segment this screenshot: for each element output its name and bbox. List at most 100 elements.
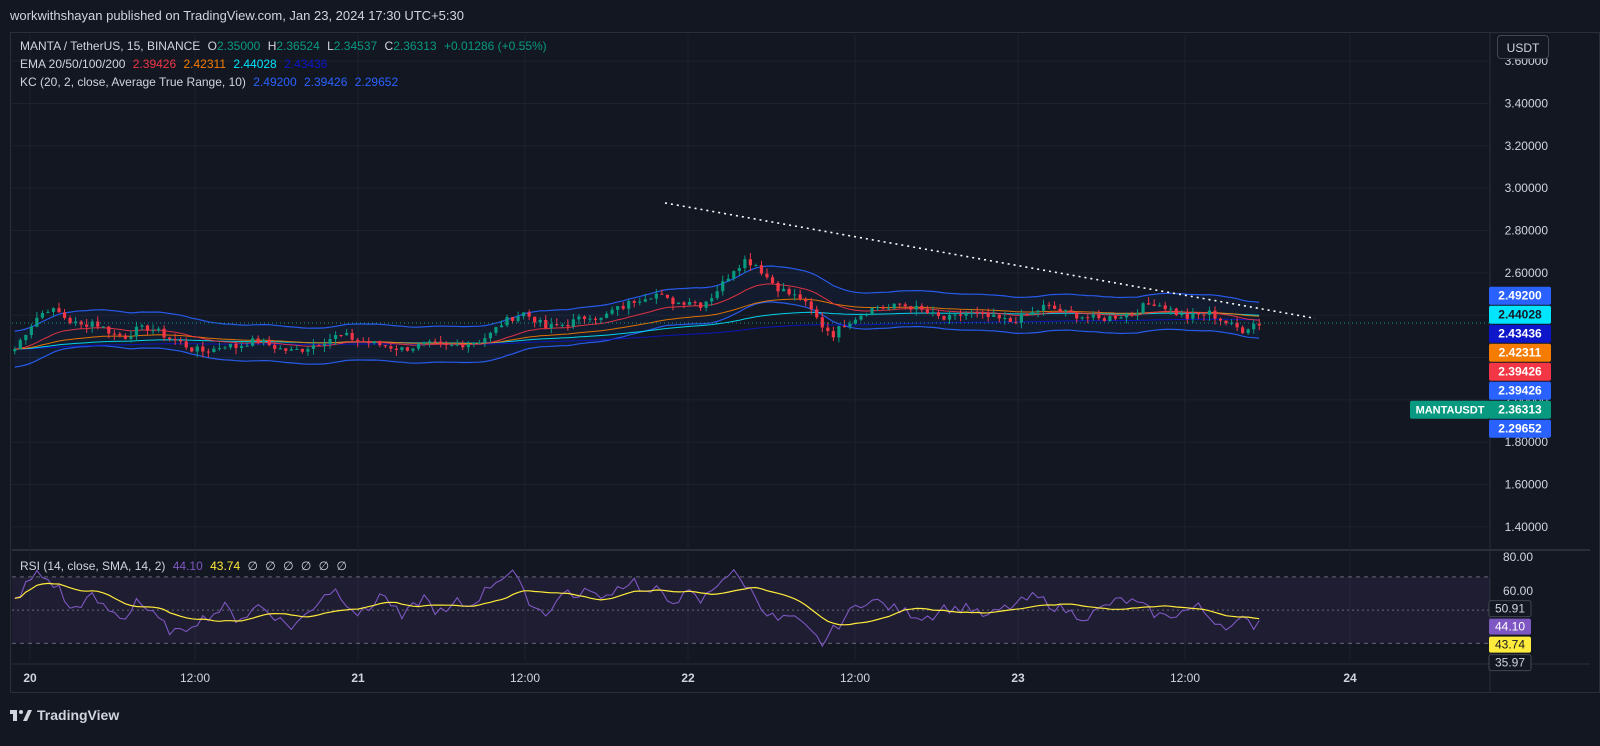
candle-body bbox=[920, 305, 924, 310]
price-tick-label: 1.60000 bbox=[1505, 478, 1549, 492]
footer-brand[interactable]: TradingView bbox=[10, 700, 119, 730]
legend-ema200: 2.43436 bbox=[284, 57, 328, 71]
legend-rsi-placeholder: ∅ bbox=[318, 559, 330, 573]
price-badge-label: 2.44028 bbox=[1498, 308, 1542, 322]
candle-body bbox=[853, 319, 858, 324]
kc-lower-line bbox=[14, 301, 1260, 368]
currency-unit-button[interactable]: USDT bbox=[1497, 35, 1549, 59]
price-badge-label: 2.39426 bbox=[1498, 365, 1542, 379]
price-badge-label: 2.29652 bbox=[1498, 422, 1542, 436]
candle-body bbox=[339, 334, 343, 336]
candle-body bbox=[18, 340, 22, 350]
rsi-badge bbox=[1488, 654, 1532, 672]
candle-body bbox=[112, 333, 116, 335]
legend-high-label: H bbox=[267, 39, 277, 53]
candle-body bbox=[262, 339, 266, 343]
candle-body bbox=[389, 346, 393, 349]
price-badge bbox=[1489, 343, 1551, 362]
price-tick-label: 2.60000 bbox=[1505, 266, 1549, 280]
candle-body bbox=[1080, 317, 1084, 319]
candle-body bbox=[1102, 318, 1106, 321]
candle-body bbox=[726, 278, 730, 282]
legend-open-label: O bbox=[207, 39, 217, 53]
candle-body bbox=[621, 306, 625, 309]
candle-body bbox=[588, 318, 592, 320]
candle-body bbox=[51, 308, 56, 312]
time-tick-label: 24 bbox=[1343, 671, 1357, 685]
candle-body bbox=[134, 326, 139, 337]
candle-body bbox=[1147, 303, 1151, 305]
candle-body bbox=[1185, 313, 1189, 319]
candle-body bbox=[1152, 304, 1156, 306]
candle-body bbox=[168, 337, 172, 340]
candle-body bbox=[1169, 308, 1173, 310]
time-tick-label: 21 bbox=[351, 671, 365, 685]
candle-body bbox=[306, 348, 310, 352]
candle-body bbox=[1003, 318, 1007, 320]
candle-body bbox=[129, 336, 133, 339]
candle-body bbox=[1108, 315, 1112, 321]
price-tick-label: 2.80000 bbox=[1505, 224, 1549, 238]
time-tick-label: 12:00 bbox=[510, 671, 540, 685]
candle-body bbox=[74, 321, 78, 324]
candle-body bbox=[522, 312, 526, 317]
legend-ohlc-row: MANTA / TetherUS, 15, BINANCE O2.35000 H… bbox=[20, 39, 551, 53]
chart-panel[interactable] bbox=[10, 32, 1600, 693]
candle-body bbox=[555, 324, 559, 326]
candle-body bbox=[776, 282, 780, 292]
candle-body bbox=[151, 330, 155, 332]
price-badge bbox=[1489, 419, 1551, 438]
candle-body bbox=[986, 313, 990, 317]
candle-body bbox=[173, 339, 177, 341]
candle-body bbox=[372, 341, 376, 344]
legend-kc-label[interactable]: KC (20, 2, close, Average True Range, 10… bbox=[20, 75, 246, 89]
time-tick-label: 22 bbox=[681, 671, 695, 685]
price-badge bbox=[1489, 286, 1551, 305]
candle-body bbox=[156, 328, 161, 331]
candle-body bbox=[566, 324, 570, 327]
time-tick-label: 23 bbox=[1011, 671, 1025, 685]
candle-body bbox=[361, 341, 365, 343]
candle-body bbox=[228, 343, 233, 348]
candle-body bbox=[859, 315, 863, 320]
symbol-tag-label: MANTAUSDT bbox=[1416, 405, 1485, 417]
candle-body bbox=[826, 327, 830, 332]
candle-body bbox=[68, 317, 72, 324]
candle-body bbox=[1158, 305, 1162, 307]
candle-body bbox=[1052, 305, 1057, 309]
legend-symbol[interactable]: MANTA / TetherUS, 15, BINANCE bbox=[20, 39, 201, 53]
candle-body bbox=[427, 341, 432, 343]
candle-body bbox=[898, 303, 902, 305]
candle-body bbox=[1019, 313, 1024, 323]
legend-rsi-label[interactable]: RSI (14, close, SMA, 14, 2) bbox=[20, 559, 166, 573]
candle-body bbox=[931, 312, 935, 314]
candle-body bbox=[676, 302, 681, 305]
candle-body bbox=[96, 321, 100, 327]
rsi-badge bbox=[1489, 618, 1531, 635]
candle-body bbox=[1235, 322, 1239, 328]
candle-body bbox=[1086, 317, 1090, 319]
candle-body bbox=[981, 313, 985, 315]
rsi-badge-label: 35.97 bbox=[1495, 656, 1525, 670]
candle-body bbox=[887, 308, 891, 310]
candle-body bbox=[593, 318, 598, 320]
candle-body bbox=[118, 333, 122, 336]
price-badge bbox=[1489, 381, 1551, 400]
candle-body bbox=[1224, 320, 1228, 324]
footer-brand-text: TradingView bbox=[37, 707, 120, 723]
candle-body bbox=[328, 339, 332, 344]
rsi-badge-label: 43.74 bbox=[1495, 638, 1525, 652]
candle-body bbox=[212, 348, 216, 353]
resistance-trendline bbox=[664, 202, 1316, 320]
candle-body bbox=[781, 288, 786, 292]
rsi-tick-label: 60.00 bbox=[1503, 584, 1533, 598]
candle-body bbox=[748, 259, 752, 266]
candle-body bbox=[394, 348, 399, 350]
legend-ema-label[interactable]: EMA 20/50/100/200 bbox=[20, 57, 126, 71]
price-badge bbox=[1489, 305, 1551, 324]
candle-body bbox=[1213, 310, 1217, 319]
candle-body bbox=[1058, 308, 1062, 312]
legend-rsi-placeholder: ∅ bbox=[265, 559, 276, 573]
price-badge-label: 2.49200 bbox=[1498, 289, 1542, 303]
